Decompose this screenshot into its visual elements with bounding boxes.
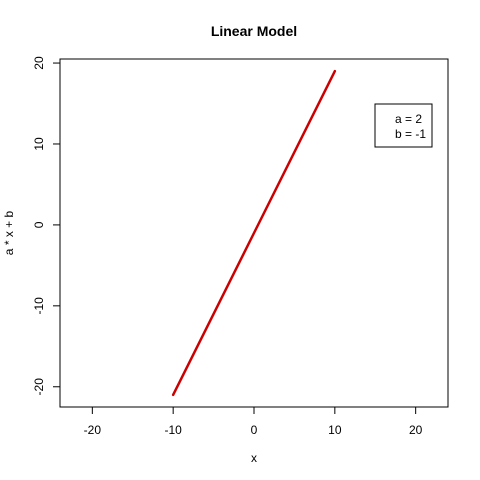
- series-layer: [171, 69, 337, 397]
- legend-entry-b: b = -1: [395, 127, 426, 141]
- chart-title: Linear Model: [211, 23, 297, 39]
- x-tick-label: -10: [164, 423, 182, 437]
- legend-entry-a: a = 2: [395, 112, 422, 126]
- x-tick-label: 10: [328, 423, 342, 437]
- x-axis-label: x: [251, 451, 257, 465]
- y-tick-label: 20: [32, 56, 46, 70]
- x-tick-label: 20: [409, 423, 423, 437]
- y-axis-label: a * x + b: [2, 211, 16, 256]
- x-tick-label: -20: [84, 423, 102, 437]
- y-tick-label: 10: [32, 137, 46, 151]
- series-line: [171, 69, 337, 397]
- y-tick-label: -10: [32, 297, 46, 315]
- legend: a = 2 b = -1: [374, 103, 433, 148]
- x-axis: -20 -10 0 10 20: [84, 407, 423, 437]
- x-tick-label: 0: [251, 423, 258, 437]
- legend-box: [374, 103, 433, 148]
- y-tick-label: -20: [32, 378, 46, 396]
- y-tick-label: 0: [32, 221, 46, 228]
- y-axis: -20 -10 0 10 20: [32, 56, 60, 395]
